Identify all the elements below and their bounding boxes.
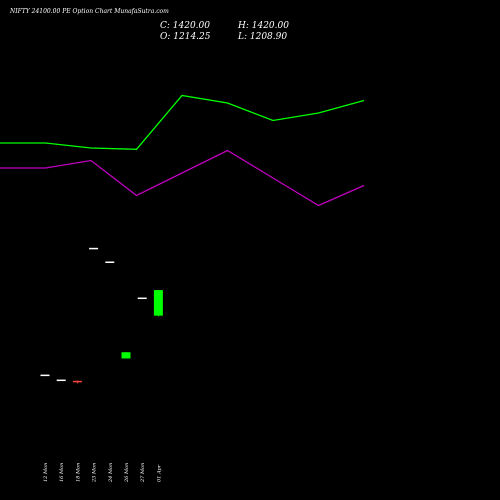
candle-body <box>105 261 115 263</box>
x-tick-label: 01 Apr <box>156 464 162 482</box>
x-tick-label: 16 Mon <box>59 463 65 482</box>
indicator-line-1 <box>0 94 365 150</box>
candles <box>40 247 163 384</box>
candle-5 <box>105 261 115 263</box>
x-tick-label: 18 Mon <box>75 463 81 482</box>
candle-body <box>56 379 66 382</box>
candle-body <box>121 352 131 359</box>
chart-title: NIFTY 24100.00 PE Option Chart MunafaSut… <box>9 8 169 15</box>
candle-3 <box>72 380 82 384</box>
x-tick-label: 24 Mon <box>108 463 114 483</box>
candle-body <box>153 290 163 316</box>
x-tick-label: 23 Mon <box>92 463 98 483</box>
indicator-line-2 <box>0 149 365 207</box>
ohlc-high: H: 1420.00 <box>237 21 289 31</box>
ohlc-open: O: 1214.25 <box>160 32 211 42</box>
candle-body <box>89 247 99 250</box>
candle-1 <box>40 374 50 377</box>
candle-2 <box>56 379 66 382</box>
candle-body <box>137 297 147 300</box>
candle-4 <box>89 247 99 250</box>
x-axis-ticks: 12 Mon 16 Mon 18 Mon 23 Mon 24 Mon 26 Mon 27 M… <box>43 463 162 483</box>
candle-7 <box>137 297 147 300</box>
x-tick-label: 26 Mon <box>124 463 130 483</box>
x-tick-label: 12 Mon <box>43 463 49 482</box>
ohlc-close: C: 1420.00 <box>160 21 210 31</box>
ohlc-low: L: 1208.90 <box>237 32 287 42</box>
candle-body <box>40 374 50 377</box>
candle-body <box>72 380 82 383</box>
candle-8 <box>153 290 163 317</box>
candle-6 <box>121 352 131 359</box>
indicator-lines <box>0 94 365 207</box>
x-tick-label: 27 Mon <box>140 463 146 483</box>
